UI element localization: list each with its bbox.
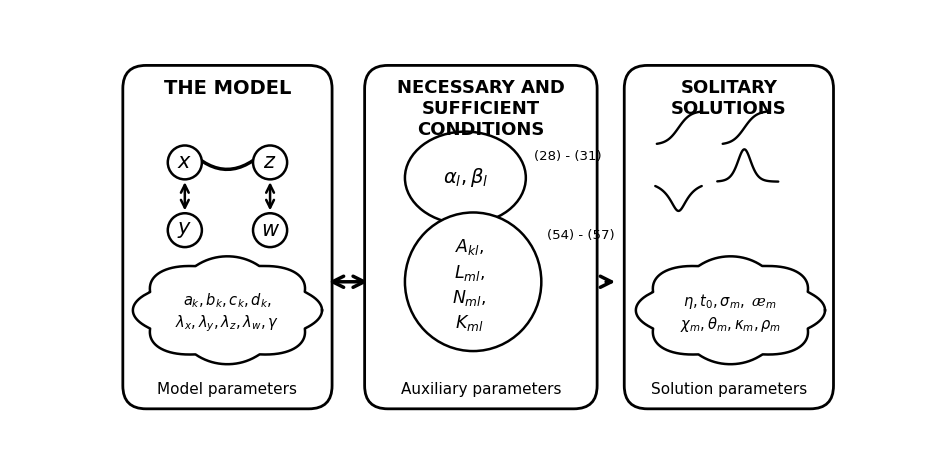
- Text: $z$: $z$: [263, 153, 277, 172]
- Text: (28) - (31): (28) - (31): [534, 150, 601, 163]
- Circle shape: [168, 146, 202, 179]
- Text: $L_{ml},$: $L_{ml},$: [453, 263, 485, 283]
- Polygon shape: [132, 256, 322, 364]
- FancyBboxPatch shape: [123, 66, 332, 409]
- Text: $N_{ml},$: $N_{ml},$: [452, 288, 486, 308]
- Ellipse shape: [405, 132, 526, 224]
- Circle shape: [168, 213, 202, 247]
- Text: Auxiliary parameters: Auxiliary parameters: [400, 382, 561, 397]
- FancyBboxPatch shape: [624, 66, 833, 409]
- Text: $\chi_m, \theta_m, \kappa_m, \rho_m$: $\chi_m, \theta_m, \kappa_m, \rho_m$: [680, 314, 781, 334]
- Text: $K_{ml}$: $K_{ml}$: [455, 314, 483, 333]
- Text: THE MODEL: THE MODEL: [164, 79, 291, 98]
- Circle shape: [253, 146, 287, 179]
- Text: (54) - (57): (54) - (57): [547, 229, 614, 242]
- FancyArrowPatch shape: [188, 147, 268, 169]
- Text: $a_k, b_k, c_k, d_k,$: $a_k, b_k, c_k, d_k,$: [183, 292, 272, 310]
- Polygon shape: [636, 256, 825, 364]
- FancyBboxPatch shape: [365, 66, 597, 409]
- Circle shape: [253, 213, 287, 247]
- Text: $\eta, t_0, \sigma_m,$ æ$_m$: $\eta, t_0, \sigma_m,$ æ$_m$: [684, 292, 777, 311]
- Text: $w$: $w$: [260, 221, 280, 240]
- Text: Solution parameters: Solution parameters: [650, 382, 807, 397]
- Text: $A_{kl},$: $A_{kl},$: [454, 237, 484, 257]
- Text: $\lambda_x, \lambda_y, \lambda_z, \lambda_w, \gamma$: $\lambda_x, \lambda_y, \lambda_z, \lambd…: [175, 314, 280, 335]
- Text: $x$: $x$: [177, 153, 192, 172]
- Text: Model parameters: Model parameters: [158, 382, 298, 397]
- Text: $y$: $y$: [177, 220, 192, 240]
- Text: NECESSARY AND
SUFFICIENT
CONDITIONS: NECESSARY AND SUFFICIENT CONDITIONS: [397, 79, 564, 139]
- Text: $\alpha_l, \beta_l$: $\alpha_l, \beta_l$: [442, 166, 488, 190]
- Ellipse shape: [405, 212, 541, 351]
- Text: SOLITARY
SOLUTIONS: SOLITARY SOLUTIONS: [671, 79, 787, 118]
